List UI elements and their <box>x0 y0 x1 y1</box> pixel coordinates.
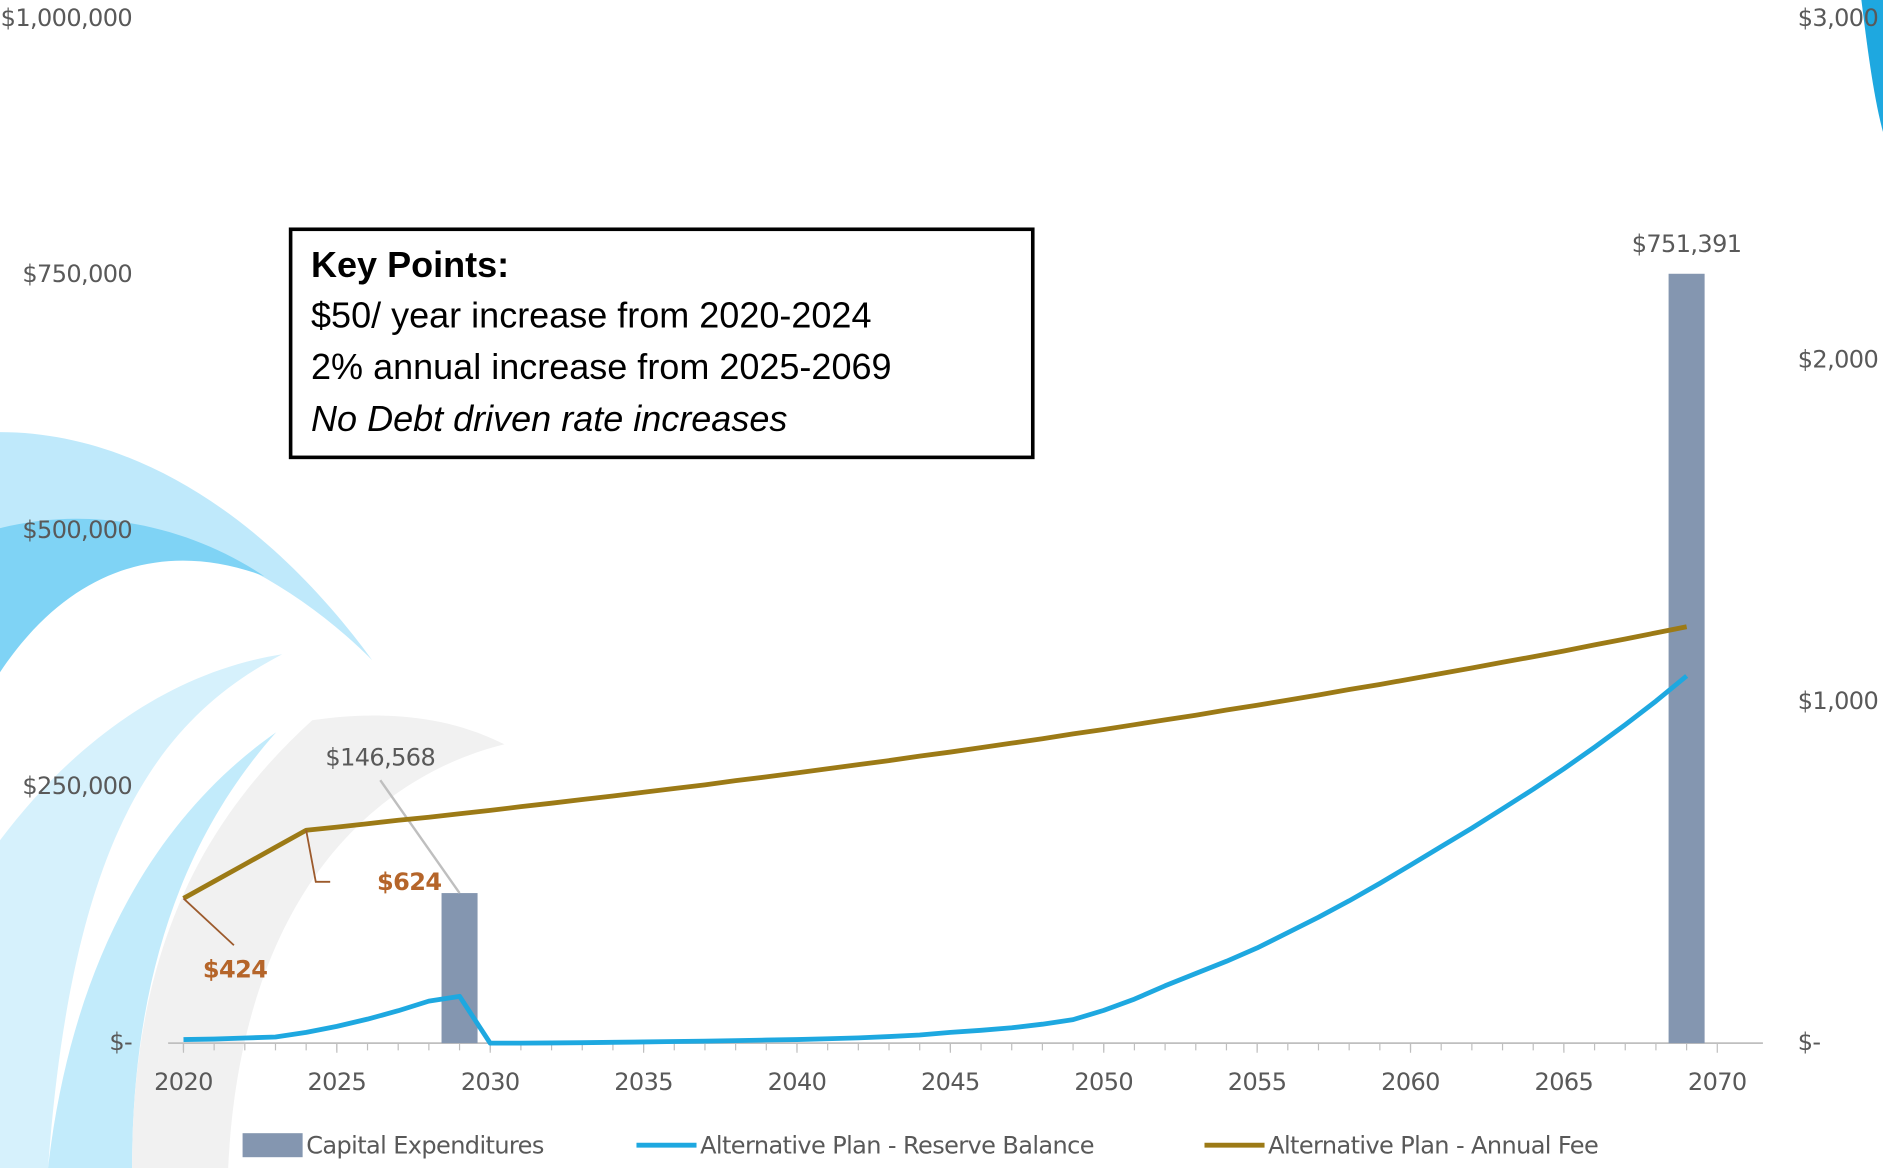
x-tick-label: 2020 <box>154 1068 213 1096</box>
y2-tick-label: $2,000 <box>1798 346 1878 374</box>
leader-line <box>305 830 331 883</box>
x-tick-label: 2060 <box>1381 1068 1440 1096</box>
annotation-note: No Debt driven rate increases <box>311 398 787 439</box>
y-tick-label: $- <box>109 1028 132 1056</box>
x-tick-label: 2050 <box>1074 1068 1133 1096</box>
annotation-title: Key Points: <box>311 244 509 285</box>
y-tick-label: $1,000,000 <box>1 4 132 32</box>
legend-swatch <box>242 1133 303 1158</box>
line-series <box>182 624 1688 901</box>
data-label: $424 <box>203 955 267 983</box>
data-label: $146,568 <box>325 744 435 772</box>
y2-tick-label: $3,000 <box>1798 4 1878 32</box>
x-tick-label: 2040 <box>768 1068 827 1096</box>
y2-tick-label: $- <box>1798 1028 1821 1056</box>
annotation-line: $50/ year increase from 2020-2024 <box>311 295 871 336</box>
line-series <box>183 674 1689 1046</box>
y-tick-label: $500,000 <box>22 516 132 544</box>
annotation-box <box>288 227 1035 460</box>
x-tick-label: 2030 <box>461 1068 520 1096</box>
x-tick-label: 2025 <box>307 1068 366 1096</box>
x-tick-label: 2035 <box>614 1068 673 1096</box>
y-tick-label: $750,000 <box>22 260 132 288</box>
legend-label: Capital Expenditures <box>306 1131 544 1159</box>
x-tick-label: 2065 <box>1535 1068 1594 1096</box>
data-label: $624 <box>377 868 441 896</box>
data-label: $751,391 <box>1632 230 1742 258</box>
x-tick-label: 2070 <box>1688 1068 1747 1096</box>
key-points-box: Key Points: $50/ year increase from 2020… <box>288 227 1035 460</box>
legend-label: Alternative Plan - Reserve Balance <box>700 1131 1094 1159</box>
y-tick-label: $250,000 <box>22 772 132 800</box>
leader-line <box>379 779 461 894</box>
legend-label: Alternative Plan - Annual Fee <box>1268 1131 1598 1159</box>
bar <box>441 893 478 1044</box>
x-tick-label: 2055 <box>1228 1068 1287 1096</box>
annotation-line: 2% annual increase from 2025-2069 <box>311 346 892 387</box>
leader-line <box>182 897 235 946</box>
y2-tick-label: $1,000 <box>1798 687 1878 715</box>
bar <box>1668 273 1705 1044</box>
x-tick-label: 2045 <box>921 1068 980 1096</box>
